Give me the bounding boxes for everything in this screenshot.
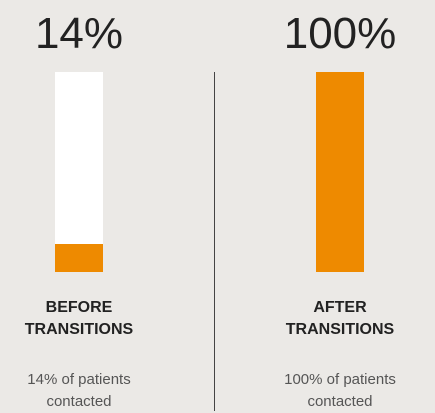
category-label: BEFORE TRANSITIONS [24,299,134,338]
bar [316,72,364,272]
value-label: 100% [283,9,397,58]
description: 14% of patients contacted [27,371,131,410]
description: 100% of patients contacted [284,371,396,410]
divider [214,72,215,411]
bar-track [316,72,364,272]
bar [55,244,103,272]
category-label: AFTER TRANSITIONS [285,299,395,338]
bar-track [55,72,103,272]
value-label: 14% [34,9,124,58]
